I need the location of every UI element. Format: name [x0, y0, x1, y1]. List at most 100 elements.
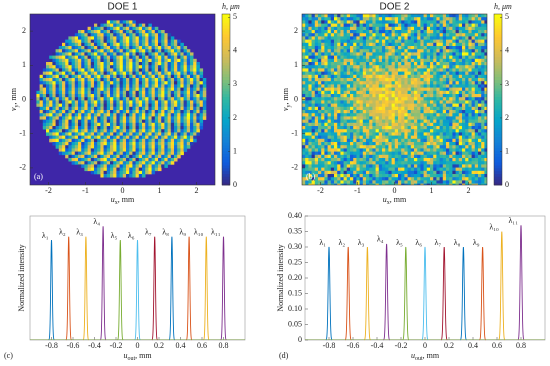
heatmap-cell — [40, 100, 44, 104]
heatmap-cell — [104, 59, 108, 63]
heatmap-cell — [347, 84, 351, 88]
heatmap-cell — [75, 104, 79, 108]
heatmap-cell — [104, 46, 108, 50]
heatmap-cell — [52, 97, 56, 101]
heatmap-cell — [398, 46, 402, 50]
heatmap-cell — [401, 62, 405, 66]
heatmap-cell — [308, 78, 312, 82]
heatmap-cell — [148, 120, 152, 124]
heatmap-cell — [126, 161, 130, 165]
heatmap-cell — [328, 152, 332, 156]
heatmap-cell — [123, 40, 127, 44]
heatmap-cell — [65, 62, 69, 66]
heatmap-cell — [328, 17, 332, 21]
heatmap-cell — [94, 75, 98, 79]
heatmap-cell — [104, 52, 108, 56]
heatmap-cell — [481, 100, 485, 104]
heatmap-cell — [97, 142, 101, 146]
heatmap-cell — [94, 94, 98, 98]
heatmap-cell — [484, 88, 488, 92]
heatmap-cell — [398, 123, 402, 127]
heatmap-cell — [168, 145, 172, 149]
heatmap-cell — [388, 27, 392, 31]
heatmap-cell — [158, 62, 162, 66]
heatmap-cell — [126, 148, 130, 152]
heatmap-cell — [164, 49, 168, 53]
heatmap-cell — [72, 52, 76, 56]
colorbar-step — [222, 176, 230, 179]
heatmap-cell — [366, 46, 370, 50]
heatmap-cell — [161, 40, 165, 44]
heatmap-cell — [136, 49, 140, 53]
heatmap-cell — [308, 68, 312, 72]
heatmap-cell — [62, 49, 66, 53]
heatmap-cell — [340, 161, 344, 165]
heatmap-cell — [88, 56, 92, 60]
heatmap-cell — [436, 14, 440, 18]
heatmap-cell — [433, 168, 437, 172]
heatmap-cell — [49, 84, 53, 88]
heatmap-cell — [334, 40, 338, 44]
heatmap-cell — [472, 145, 476, 149]
heatmap-cell — [356, 56, 360, 60]
heatmap-cell — [484, 65, 488, 69]
heatmap-cell — [180, 120, 184, 124]
heatmap-cell — [174, 145, 178, 149]
heatmap-cell — [49, 75, 53, 79]
heatmap-cell — [440, 91, 444, 95]
heatmap-cell — [158, 158, 162, 162]
heatmap-cell — [366, 56, 370, 60]
heatmap-cell — [104, 129, 108, 133]
heatmap-cell — [360, 113, 364, 117]
heatmap-cell — [148, 158, 152, 162]
heatmap-cell — [180, 52, 184, 56]
heatmap-cell — [392, 91, 396, 95]
heatmap-cell — [388, 164, 392, 168]
heatmap-cell — [91, 132, 95, 136]
heatmap-cell — [302, 91, 306, 95]
heatmap-cell — [478, 59, 482, 63]
heatmap-image — [30, 14, 215, 185]
heatmap-cell — [65, 110, 69, 114]
heatmap-cell — [161, 126, 165, 130]
heatmap-cell — [116, 139, 120, 143]
heatmap-cell — [481, 84, 485, 88]
heatmap-cell — [443, 24, 447, 28]
heatmap-cell — [376, 56, 380, 60]
heatmap-cell — [110, 56, 114, 60]
heatmap-cell — [430, 126, 434, 130]
heatmap-cell — [120, 168, 124, 172]
heatmap-cell — [81, 155, 85, 159]
heatmap-cell — [369, 40, 373, 44]
heatmap-cell — [164, 152, 168, 156]
heatmap-cell — [158, 97, 162, 101]
heatmap-cell — [312, 132, 316, 136]
heatmap-cell — [120, 142, 124, 146]
heatmap-cell — [158, 68, 162, 72]
heatmap-cell — [340, 107, 344, 111]
heatmap-cell — [324, 49, 328, 53]
heatmap-cell — [417, 36, 421, 40]
heatmap-cell — [443, 62, 447, 66]
heatmap-cell — [408, 104, 412, 108]
heatmap-cell — [347, 81, 351, 85]
heatmap-cell — [427, 100, 431, 104]
heatmap-cell — [328, 132, 332, 136]
heatmap-cell — [94, 129, 98, 133]
heatmap-cell — [433, 78, 437, 82]
heatmap-cell — [452, 81, 456, 85]
heatmap-cell — [113, 78, 117, 82]
heatmap-cell — [404, 107, 408, 111]
heatmap-cell — [456, 72, 460, 76]
heatmap-cell — [75, 155, 79, 159]
heatmap-cell — [62, 68, 66, 72]
heatmap-cell — [398, 129, 402, 133]
heatmap-cell — [308, 164, 312, 168]
heatmap-cell — [136, 65, 140, 69]
heatmap-cell — [388, 168, 392, 172]
heatmap-cell — [305, 40, 309, 44]
heatmap-cell — [420, 75, 424, 79]
heatmap-cell — [347, 62, 351, 66]
heatmap-cell — [475, 132, 479, 136]
heatmap-cell — [88, 107, 92, 111]
